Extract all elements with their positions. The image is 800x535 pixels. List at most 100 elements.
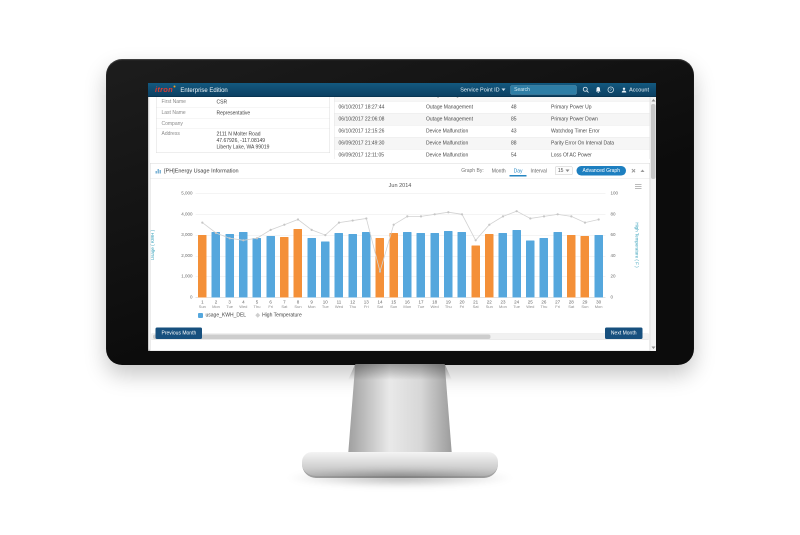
scrollbar-thumb[interactable] [651, 104, 656, 179]
cell-code: 43 [511, 128, 517, 135]
usage-bar[interactable] [430, 233, 439, 298]
bar-slot [510, 194, 524, 298]
usage-bar[interactable] [198, 235, 207, 298]
scroll-down-icon[interactable] [651, 346, 656, 349]
tab-month[interactable]: Month [491, 168, 506, 174]
x-tick-label: 9 Mon [305, 300, 319, 310]
usage-bar[interactable] [403, 232, 412, 298]
bar-slot [414, 194, 428, 298]
horizontal-scrollbar-thumb[interactable] [153, 334, 491, 339]
cell-code: 48 [511, 104, 517, 111]
table-row[interactable]: 06/09/2017 21:49:30 Device Malfunction 88 P… [334, 137, 650, 150]
usage-bar[interactable] [567, 235, 576, 298]
search-input[interactable] [510, 85, 577, 95]
x-weekday: Mon [499, 304, 507, 310]
table-row[interactable]: 06/11/2017 02:10:14Outage Management12Po… [334, 97, 650, 102]
x-day-number: 16 [404, 299, 410, 305]
chart-title: Jun 2014 [388, 182, 412, 189]
usage-bar[interactable] [485, 234, 494, 298]
tab-day[interactable]: Day [509, 165, 527, 177]
alerts-bell-icon[interactable] [595, 87, 602, 94]
close-panel-icon[interactable] [631, 169, 636, 174]
interval-size-select[interactable]: 15 [554, 166, 573, 175]
help-icon[interactable]: ? [607, 86, 615, 94]
table-row[interactable]: 06/10/2017 22:06:08 Outage Management 85 Pr… [334, 113, 650, 126]
usage-bar[interactable] [225, 234, 234, 298]
table-row[interactable]: 06/10/2017 18:27:44 Outage Management 48 Pr… [334, 102, 650, 114]
gridline [195, 214, 606, 215]
bar-slot [400, 194, 414, 298]
y-tick-label: 100 [610, 190, 619, 196]
usage-bar[interactable] [211, 232, 221, 298]
usage-bar[interactable] [239, 232, 248, 298]
next-month-button[interactable]: Next Month [604, 327, 643, 339]
usage-bar[interactable] [362, 232, 371, 298]
events-table: 06/11/2017 02:10:14Outage Management12Po… [334, 97, 650, 159]
usage-bar[interactable] [416, 233, 426, 298]
usage-bar[interactable] [471, 245, 480, 298]
graph-by-label: Graph By: [461, 168, 484, 174]
usage-bar[interactable] [389, 233, 398, 298]
usage-bar[interactable] [498, 233, 508, 298]
bar-slot [277, 194, 291, 298]
usage-bar[interactable] [444, 231, 453, 298]
cell-category: Outage Management [426, 104, 473, 111]
table-row[interactable]: 06/09/2017 12:11:05 Device Malfunction 54 L… [335, 150, 650, 160]
cell-category: Device Malfunction [426, 140, 469, 147]
usage-bar[interactable] [526, 240, 535, 298]
temperature-marker [529, 217, 532, 220]
legend-item-usage[interactable]: usage_KWH_DEL [198, 313, 246, 318]
table-row[interactable]: 06/10/2017 12:15:26 Device Malfunction 43 W… [334, 126, 650, 138]
page-vertical-scrollbar[interactable] [650, 97, 656, 351]
service-point-dropdown[interactable]: Service Point ID [460, 87, 506, 93]
x-weekday: Fri [555, 304, 560, 310]
advanced-graph-button[interactable]: Advanced Graph [576, 166, 626, 176]
x-day-number: 25 [527, 299, 533, 305]
usage-bar[interactable] [293, 229, 303, 298]
tab-interval[interactable]: Interval [530, 168, 547, 174]
x-day-number: 3 [228, 299, 231, 305]
x-weekday: Thu [349, 304, 357, 310]
account-menu[interactable]: Account [621, 87, 649, 93]
legend-item-temperature[interactable]: High Temperature [255, 313, 302, 318]
usage-bar[interactable] [348, 234, 357, 298]
previous-month-button[interactable]: Previous Month [155, 327, 203, 339]
usage-bar[interactable] [594, 235, 603, 298]
x-weekday: Tue [417, 304, 425, 310]
x-day-number: 11 [336, 299, 342, 305]
y-tick-label: 60 [610, 232, 616, 238]
usage-bar[interactable] [553, 232, 562, 298]
usage-bar[interactable] [375, 238, 385, 298]
collapse-panel-icon[interactable] [640, 169, 645, 172]
bars-layer [196, 194, 606, 298]
usage-bar[interactable] [321, 241, 330, 298]
bar-slot [196, 194, 210, 298]
x-day-number: 6 [269, 299, 272, 305]
search-icon[interactable] [582, 86, 590, 94]
usage-bar[interactable] [252, 238, 262, 298]
customer-card: First Name CSR Last Name Representative Comp… [156, 97, 330, 153]
bar-slot [291, 194, 305, 298]
usage-bar[interactable] [280, 237, 289, 298]
x-weekday: Fri [459, 304, 465, 310]
x-tick-label: 4 Wed [236, 300, 250, 310]
temperature-marker [570, 215, 573, 218]
chart-menu-icon[interactable] [635, 183, 642, 190]
cell-timestamp: 06/09/2017 21:49:30 [338, 140, 385, 147]
scroll-up-icon[interactable] [651, 99, 656, 102]
plot-area [195, 193, 606, 298]
horizontal-scrollbar[interactable] [151, 333, 649, 340]
usage-bar[interactable] [580, 236, 590, 298]
usage-bar[interactable] [539, 238, 549, 298]
x-tick-label: 12 Thu [346, 300, 360, 310]
cell-code: 88 [511, 140, 517, 147]
temperature-marker [488, 223, 491, 226]
brand-logo-dot [173, 85, 176, 88]
usage-bar[interactable] [334, 233, 344, 298]
usage-bar[interactable] [457, 232, 467, 298]
usage-bar[interactable] [512, 230, 521, 298]
usage-bar[interactable] [307, 238, 316, 298]
usage-bar[interactable] [266, 236, 275, 298]
bar-slot [250, 194, 264, 298]
x-weekday: Mon [594, 304, 603, 310]
